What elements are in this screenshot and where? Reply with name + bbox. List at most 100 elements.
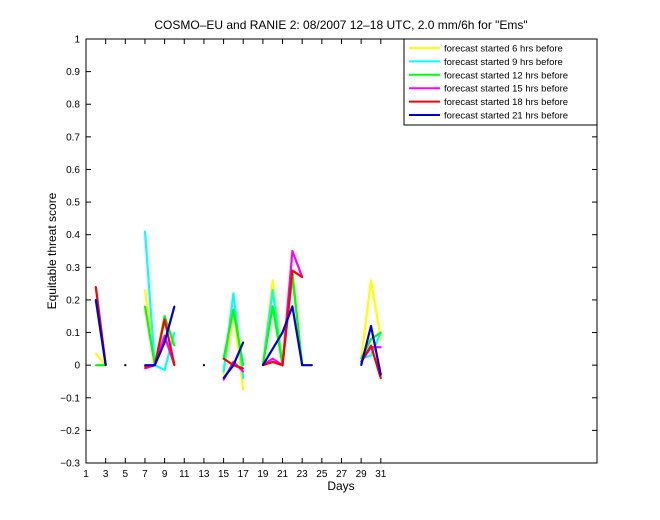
y-tick-label: 0.9 [66, 67, 80, 78]
data-point [222, 377, 225, 380]
isolated-point [202, 364, 205, 367]
x-tick-label: 3 [103, 469, 109, 480]
x-tick-label: 5 [123, 469, 129, 480]
data-point [271, 279, 274, 282]
data-point [291, 305, 294, 308]
data-point [271, 305, 274, 308]
y-tick-label: −0.2 [60, 426, 80, 437]
data-point [242, 388, 245, 391]
data-point [379, 374, 382, 376]
data-point [144, 289, 146, 291]
data-point [281, 331, 284, 334]
y-tick-label: −0.3 [60, 459, 80, 470]
data-point [379, 331, 382, 334]
data-point [242, 341, 245, 344]
isolated-point [124, 364, 127, 367]
data-point [163, 315, 166, 318]
data-point [242, 377, 245, 380]
series-line-segment [94, 299, 107, 366]
data-point [153, 364, 156, 367]
data-point [144, 230, 146, 233]
x-axis-label: Days [327, 479, 354, 493]
data-point [94, 299, 97, 301]
data-point [222, 374, 225, 376]
data-point [222, 370, 225, 373]
x-tick-label: 9 [162, 469, 168, 480]
data-point [232, 364, 235, 367]
y-tick-label: 0.3 [66, 263, 80, 274]
series-6 [94, 299, 382, 380]
data-point [163, 318, 166, 321]
data-point [281, 364, 284, 367]
data-point [144, 367, 146, 370]
data-point [370, 338, 372, 340]
data-point [370, 354, 372, 357]
data-point [94, 352, 97, 355]
x-tick-label: 19 [257, 469, 269, 480]
data-point [242, 367, 245, 370]
data-point [144, 365, 146, 368]
legend-entry-label: forecast started 6 hrs before [444, 44, 563, 55]
data-point [360, 364, 363, 367]
data-point [104, 364, 107, 367]
data-point [271, 347, 274, 350]
data-point [301, 364, 304, 367]
y-tick-label: 0.4 [66, 230, 80, 241]
data-point [242, 364, 245, 367]
data-point [144, 305, 146, 308]
data-point [291, 250, 294, 252]
x-tick-label: 15 [218, 469, 230, 480]
data-point [173, 331, 176, 334]
x-tick-label: 29 [356, 469, 368, 480]
data-point [271, 357, 274, 360]
y-tick-label: 0 [74, 361, 80, 372]
x-tick-label: 27 [336, 469, 348, 480]
y-tick-label: 0.2 [66, 295, 80, 306]
y-tick-label: −0.1 [60, 393, 80, 404]
data-point [232, 292, 235, 295]
chart-title: COSMO–EU and RANIE 2: 08/2007 12–18 UTC,… [154, 18, 527, 32]
data-point [262, 364, 264, 367]
data-point [291, 269, 294, 272]
legend-entry-label: forecast started 21 hrs before [444, 111, 568, 122]
data-point [173, 305, 176, 308]
data-point [163, 334, 166, 337]
legend-entry-label: forecast started 15 hrs before [444, 84, 568, 95]
series-layer [94, 230, 382, 391]
data-point [301, 276, 304, 278]
data-point [94, 364, 97, 367]
data-point [173, 344, 176, 347]
data-point [232, 308, 235, 311]
data-point [370, 344, 372, 347]
data-point [271, 289, 274, 291]
data-point [379, 338, 382, 340]
data-point [163, 341, 166, 344]
x-tick-label: 13 [198, 469, 210, 480]
series-line-segment [145, 306, 176, 367]
legend-entry-label: forecast started 12 hrs before [444, 70, 568, 81]
y-tick-label: 0.8 [66, 100, 80, 111]
data-point [370, 325, 372, 327]
axis-ticks: 1 3 5 7 9 11 13 15 17 19 21 23 25 27 29 31−0.3−0.2−0.10… [60, 35, 597, 480]
data-point [222, 378, 225, 381]
data-point [311, 364, 313, 367]
x-tick-label: 31 [375, 469, 387, 480]
x-tick-label: 25 [316, 469, 328, 480]
data-point [271, 361, 274, 363]
legend-box [403, 38, 598, 126]
x-tick-label: 23 [297, 469, 309, 480]
y-tick-label: 1 [74, 35, 80, 46]
legend-entry-label: forecast started 9 hrs before [444, 57, 563, 68]
legend: forecast started 6 hrs before forecast st… [403, 38, 598, 126]
x-tick-label: 1 [83, 469, 89, 480]
y-tick-label: 0.5 [66, 198, 80, 209]
data-point [370, 279, 372, 282]
series-line-segment [94, 352, 107, 366]
x-tick-label: 7 [142, 469, 148, 480]
series-line-segment [261, 305, 312, 367]
y-tick-label: 0.1 [66, 328, 80, 339]
data-point [94, 286, 97, 288]
data-point [222, 357, 225, 360]
data-point [242, 370, 245, 373]
